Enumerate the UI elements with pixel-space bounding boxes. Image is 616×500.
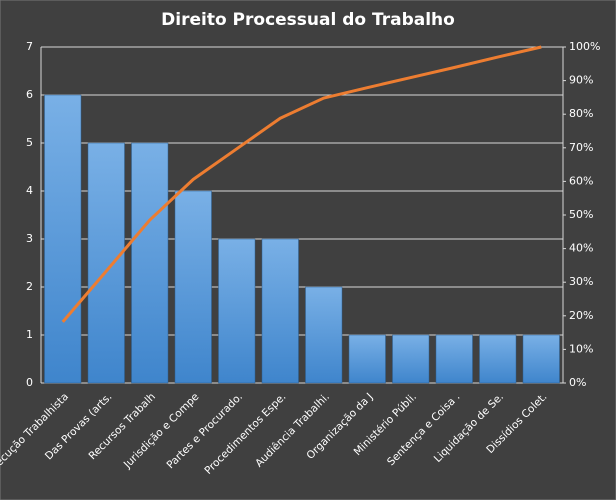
y-tick-label: 5 [26,136,33,149]
y-tick-label: 6 [26,88,33,101]
y2-tick-label: 30% [569,275,593,288]
bar [392,334,430,384]
cumulative-line [61,45,542,323]
bar [522,334,560,384]
chart-title: Direito Processual do Trabalho [161,10,455,30]
y-tick-label: 3 [26,232,33,245]
y-tick-label: 2 [26,280,33,293]
bar [174,190,212,384]
bar [305,286,343,384]
y2-tick-label: 80% [569,107,593,120]
y2-tick-label: 90% [569,74,593,87]
bar [44,94,82,384]
bar [479,334,517,384]
y-tick-label: 1 [26,328,33,341]
bar [435,334,473,384]
y2-tick-label: 50% [569,208,593,221]
bar [131,142,169,384]
y2-tick-label: 70% [569,141,593,154]
y2-tick-label: 100% [569,40,600,53]
y2-tick-label: 10% [569,342,593,355]
y2-tick-label: 0% [569,376,586,389]
y2-tick-label: 60% [569,174,593,187]
y2-tick-label: 20% [569,309,593,322]
y-tick-label: 0 [26,376,33,389]
bar [87,142,125,384]
y-tick-label: 7 [26,40,33,53]
y2-tick-label: 40% [569,242,593,255]
bar [348,334,386,384]
y-tick-label: 4 [26,184,33,197]
bar [218,238,256,384]
bar [261,238,299,384]
